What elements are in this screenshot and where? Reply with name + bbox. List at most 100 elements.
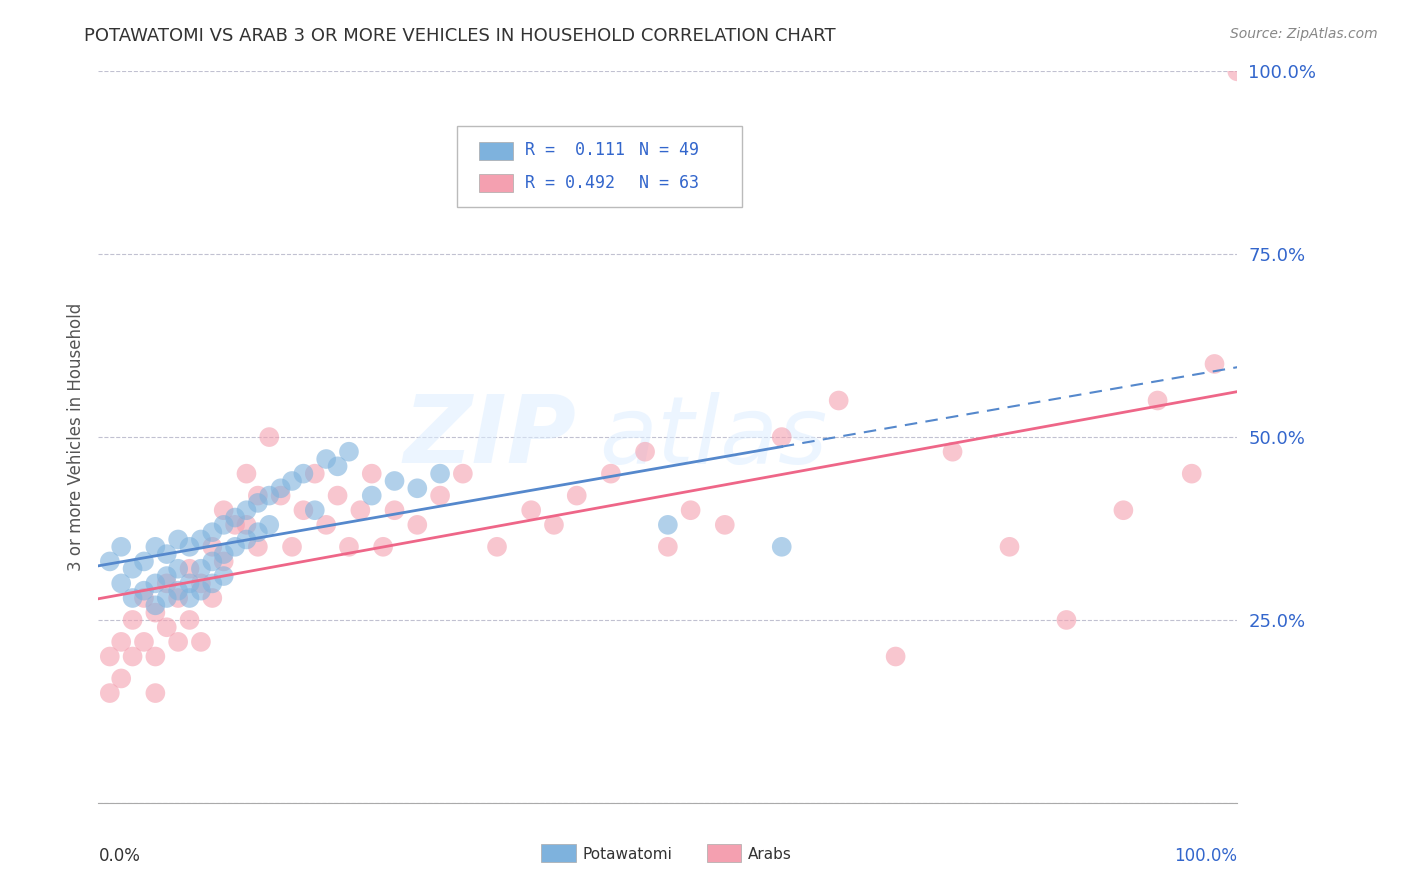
Point <box>1226 64 1249 78</box>
Point <box>1181 467 1204 481</box>
Point <box>235 503 257 517</box>
Point <box>179 591 201 605</box>
Point <box>145 649 167 664</box>
Point <box>657 540 679 554</box>
Point <box>770 540 793 554</box>
Point <box>156 569 179 583</box>
Point <box>121 591 143 605</box>
Point <box>246 489 269 503</box>
Point <box>224 510 246 524</box>
Point <box>156 547 179 561</box>
Point <box>337 540 360 554</box>
Point <box>167 533 190 547</box>
Point <box>714 517 737 532</box>
Point <box>212 517 235 532</box>
Point <box>212 547 235 561</box>
Point <box>429 489 451 503</box>
Point <box>634 444 657 458</box>
Point <box>201 591 224 605</box>
Point <box>110 635 132 649</box>
Point <box>98 686 121 700</box>
FancyBboxPatch shape <box>457 127 742 207</box>
Text: Arabs: Arabs <box>748 847 792 862</box>
Point <box>360 489 382 503</box>
Point <box>235 533 257 547</box>
Point <box>121 562 143 576</box>
Point <box>304 503 326 517</box>
Point <box>98 554 121 568</box>
Point <box>145 599 167 613</box>
Text: Potawatomi: Potawatomi <box>582 847 672 862</box>
Point <box>156 591 179 605</box>
Point <box>110 672 132 686</box>
Text: R = 0.492: R = 0.492 <box>526 174 616 192</box>
Point <box>246 525 269 540</box>
Point <box>201 554 224 568</box>
Point <box>190 635 212 649</box>
Point <box>406 517 429 532</box>
FancyBboxPatch shape <box>541 845 575 862</box>
Point <box>429 467 451 481</box>
Point <box>167 583 190 598</box>
Point <box>167 562 190 576</box>
Point <box>281 540 304 554</box>
Point <box>270 489 292 503</box>
Point <box>259 517 281 532</box>
Point <box>190 533 212 547</box>
Point <box>292 467 315 481</box>
Point <box>315 517 337 532</box>
Point <box>657 517 679 532</box>
FancyBboxPatch shape <box>479 175 513 192</box>
Point <box>486 540 509 554</box>
Point <box>1056 613 1078 627</box>
Point <box>884 649 907 664</box>
Point <box>190 576 212 591</box>
Point <box>224 517 246 532</box>
Point <box>201 525 224 540</box>
Point <box>121 613 143 627</box>
Point <box>1204 357 1226 371</box>
Point <box>179 613 201 627</box>
Point <box>349 503 371 517</box>
Point <box>235 467 257 481</box>
Point <box>190 562 212 576</box>
Point <box>145 686 167 700</box>
Point <box>406 481 429 495</box>
Point <box>167 591 190 605</box>
Point <box>110 540 132 554</box>
Point <box>1146 393 1168 408</box>
Point <box>246 540 269 554</box>
Point <box>132 583 155 598</box>
Point <box>371 540 394 554</box>
Point <box>259 489 281 503</box>
Point <box>224 540 246 554</box>
Point <box>132 591 155 605</box>
Point <box>270 481 292 495</box>
Point <box>360 467 382 481</box>
Text: atlas: atlas <box>599 392 828 483</box>
Text: R =  0.111: R = 0.111 <box>526 141 626 160</box>
Point <box>942 444 965 458</box>
Point <box>384 503 406 517</box>
Point <box>259 430 281 444</box>
Point <box>565 489 588 503</box>
Point <box>998 540 1021 554</box>
Point <box>121 649 143 664</box>
Text: Source: ZipAtlas.com: Source: ZipAtlas.com <box>1230 27 1378 41</box>
Point <box>212 554 235 568</box>
Point <box>201 540 224 554</box>
Point <box>315 452 337 467</box>
Point <box>326 489 349 503</box>
Point <box>828 393 851 408</box>
Text: N = 49: N = 49 <box>640 141 699 160</box>
Point <box>451 467 474 481</box>
Point <box>212 569 235 583</box>
Point <box>145 540 167 554</box>
FancyBboxPatch shape <box>479 143 513 160</box>
Point <box>98 649 121 664</box>
Text: ZIP: ZIP <box>404 391 576 483</box>
Point <box>179 540 201 554</box>
Text: 100.0%: 100.0% <box>1174 847 1237 864</box>
Point <box>543 517 565 532</box>
Point <box>281 474 304 488</box>
